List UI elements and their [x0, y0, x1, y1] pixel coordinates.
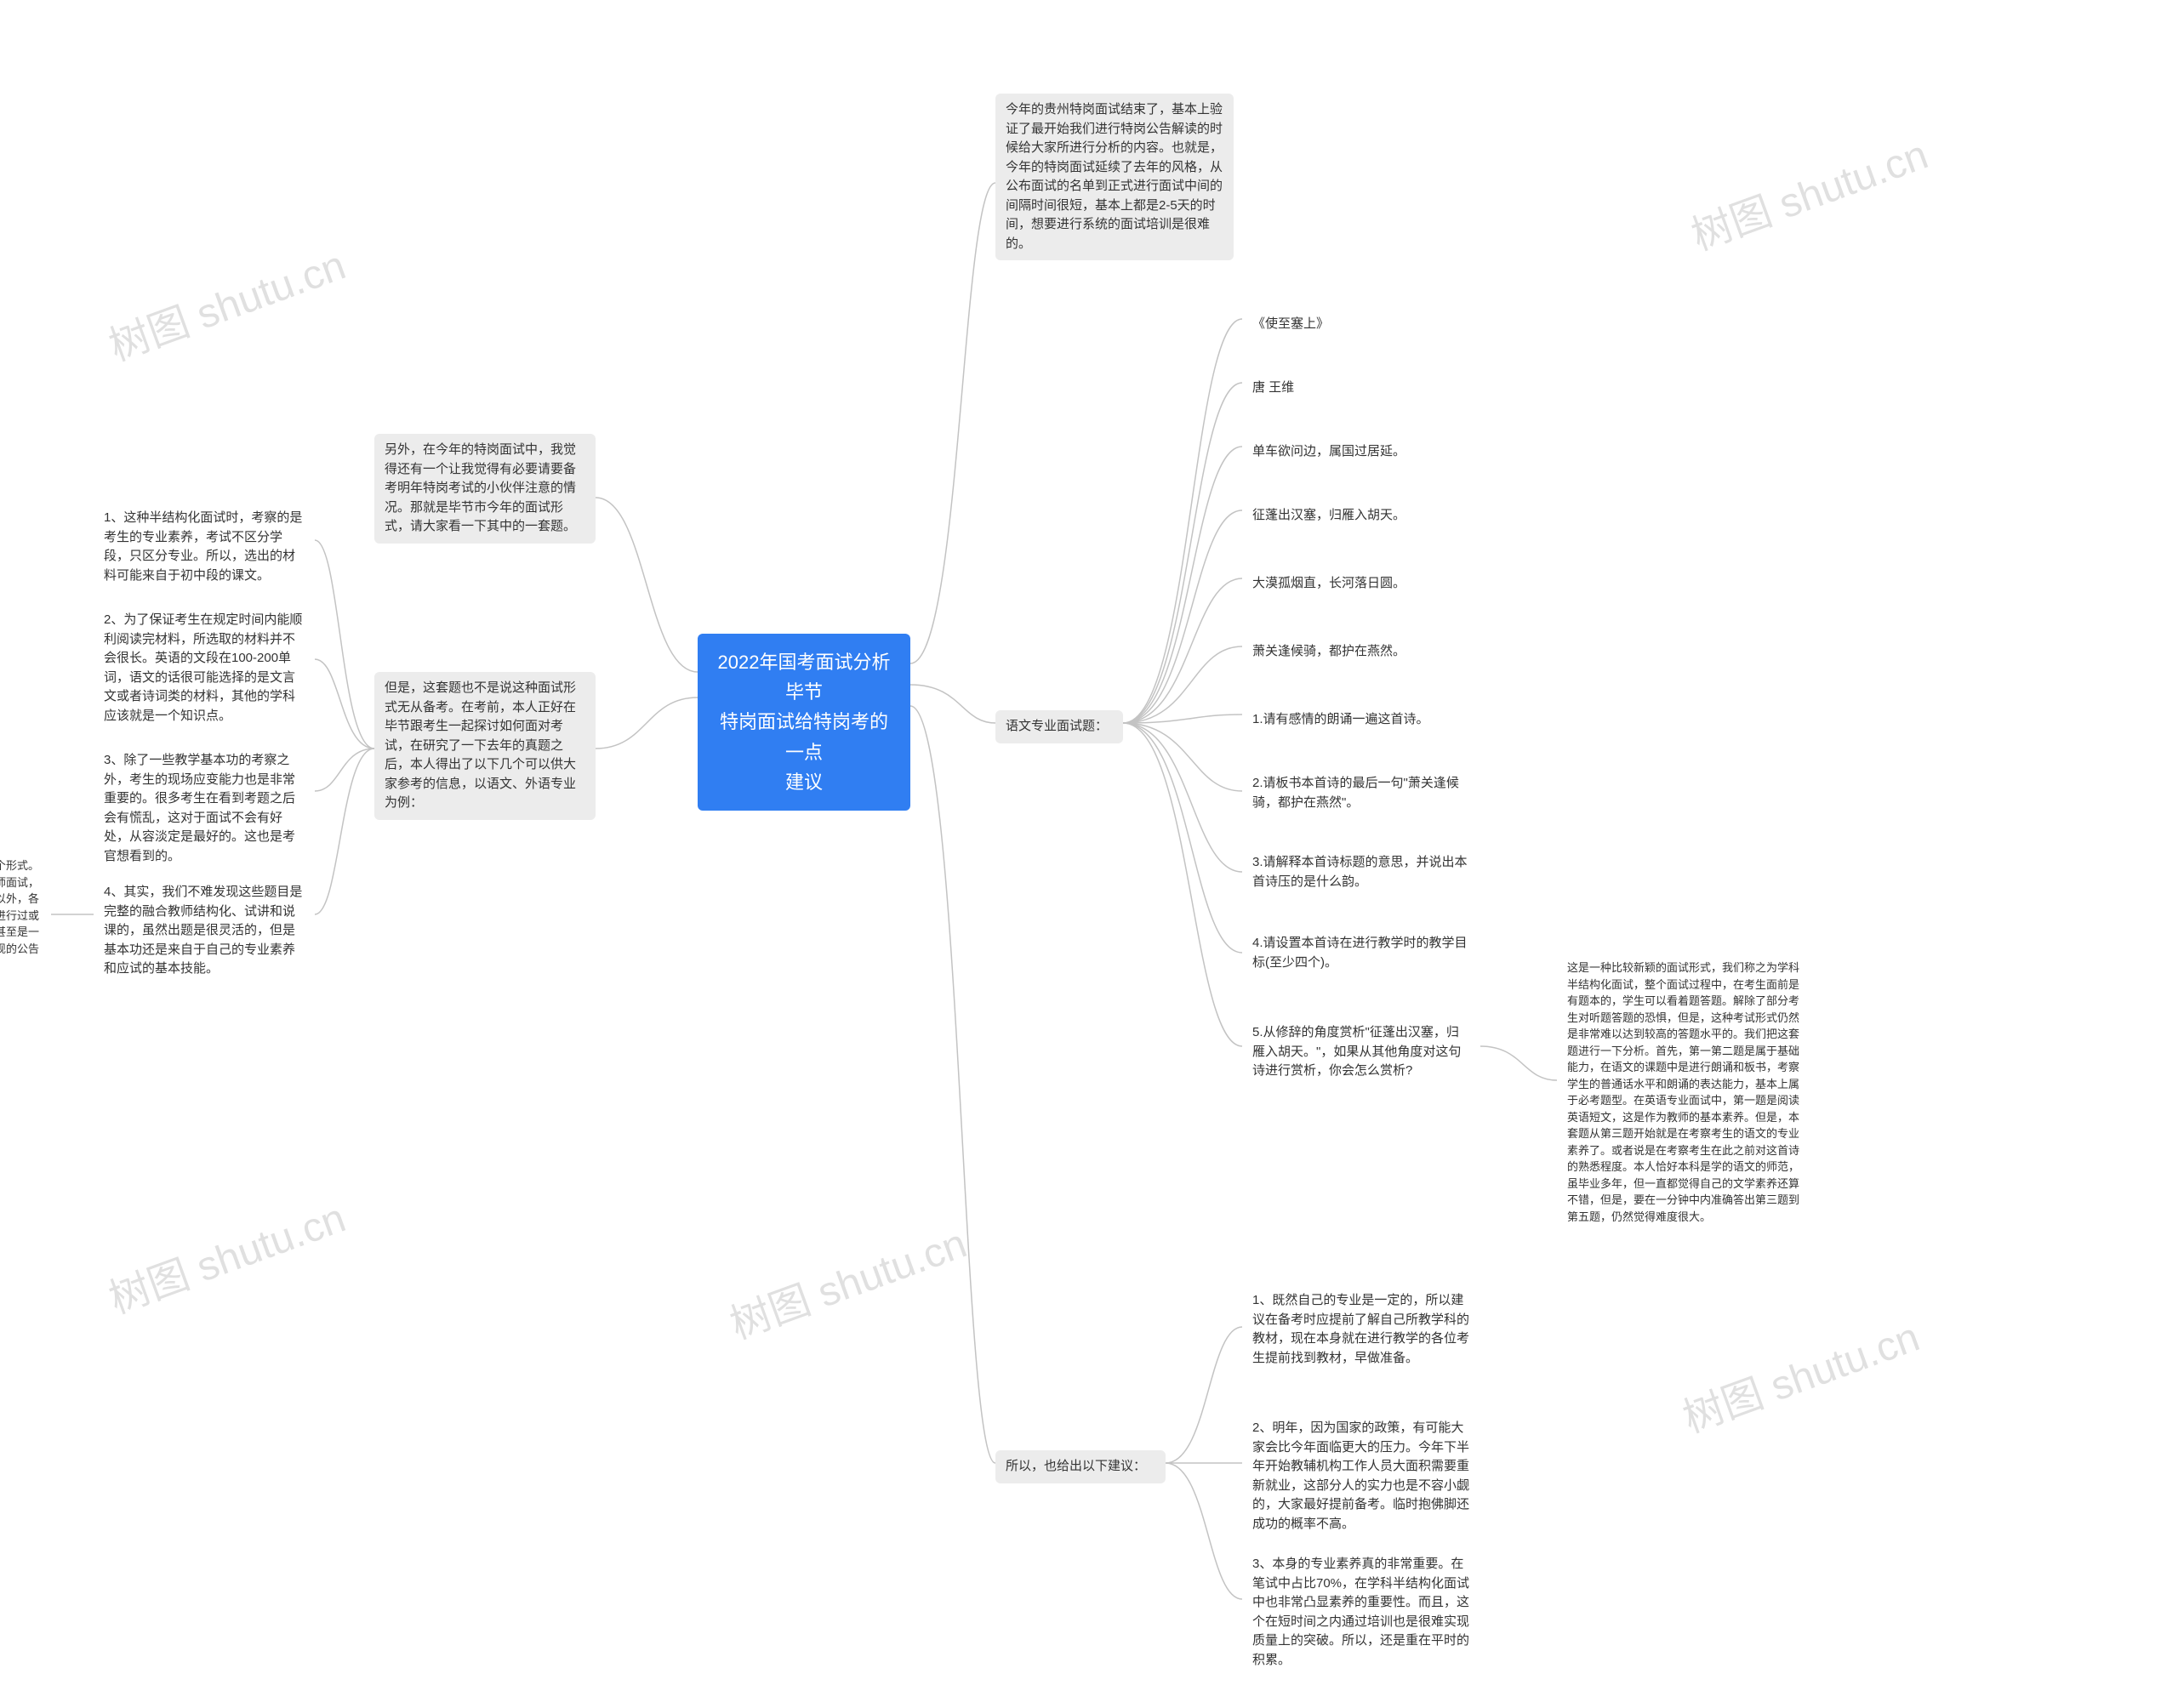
poem-line-3: 大漠孤烟直，长河落日圆。	[1242, 567, 1416, 601]
left-branch-note-2: 但是，这套题也不是说这种面试形式无从备考。在考前，本人正好在毕节跟考生一起探讨如…	[374, 672, 596, 820]
poem-question-1: 1.请有感情的朗诵一遍这首诗。	[1242, 703, 1480, 737]
suggestion-item-1: 1、既然自己的专业是一定的，所以建议在备考时应提前了解自己所教学科的教材，现在本…	[1242, 1284, 1480, 1375]
left-leaf-note: 为什么在此希望大家注意这么一个形式。因为，据我的了解，在贵州的教师面试，除了贵阳…	[0, 851, 51, 981]
mindmap-center-node: 2022年国考面试分析毕节 特岗面试给特岗考的一点 建议	[698, 634, 910, 811]
analysis-note: 这是一种比较新颖的面试形式，我们称之为学科半结构化面试，整个面试过程中，在考生面…	[1557, 953, 1812, 1232]
right-branch-summary: 今年的贵州特岗面试结束了，基本上验证了最开始我们进行特岗公告解读的时候给大家所进…	[995, 94, 1234, 260]
poem-line-2: 征蓬出汉塞，归雁入胡天。	[1242, 499, 1416, 532]
poem-line-1: 单车欲问边，属国过居延。	[1242, 436, 1416, 469]
watermark: 树图 shutu.cn	[721, 1210, 973, 1350]
left-sub-item-1: 1、这种半结构化面试时，考察的是考生的专业素养，考试不区分学段，只区分专业。所以…	[94, 502, 315, 592]
right-branch-poem-label: 语文专业面试题：	[995, 710, 1123, 743]
poem-title: 《使至塞上》	[1242, 308, 1339, 341]
watermark: 树图 shutu.cn	[1682, 121, 1935, 261]
poem-line-4: 萧关逢候骑，都护在燕然。	[1242, 635, 1416, 669]
poem-question-4: 4.请设置本首诗在进行教学时的教学目标(至少四个)。	[1242, 927, 1480, 979]
right-branch-suggestion-label: 所以，也给出以下建议：	[995, 1450, 1166, 1483]
watermark: 树图 shutu.cn	[100, 231, 352, 372]
poem-question-5: 5.从修辞的角度赏析"征蓬出汉塞，归雁入胡天。"，如果从其他角度对这句诗进行赏析…	[1242, 1016, 1480, 1088]
left-branch-note-1: 另外，在今年的特岗面试中，我觉得还有一个让我觉得有必要请要备考明年特岗考试的小伙…	[374, 434, 596, 544]
suggestion-item-2: 2、明年，因为国家的政策，有可能大家会比今年面临更大的压力。今年下半年开始教辅机…	[1242, 1412, 1480, 1540]
left-sub-item-3: 3、除了一些教学基本功的考察之外，考生的现场应变能力也是非常重要的。很多考生在看…	[94, 744, 315, 873]
suggestion-item-3: 3、本身的专业素养真的非常重要。在笔试中占比70%，在学科半结构化面试中也非常凸…	[1242, 1548, 1480, 1677]
left-sub-item-4: 4、其实，我们不难发现这些题目是完整的融合教师结构化、试讲和说课的，虽然出题是很…	[94, 876, 315, 986]
left-sub-item-2: 2、为了保证考生在规定时间内能顺利阅读完材料，所选取的材料并不会很长。英语的文段…	[94, 604, 315, 732]
watermark: 树图 shutu.cn	[100, 1184, 352, 1324]
poem-author: 唐 王维	[1242, 372, 1304, 405]
poem-question-2: 2.请板书本首诗的最后一句"萧关逢候骑，都护在燕然"。	[1242, 767, 1480, 819]
poem-question-3: 3.请解释本首诗标题的意思，并说出本首诗压的是什么韵。	[1242, 846, 1480, 898]
watermark: 树图 shutu.cn	[1673, 1303, 1926, 1443]
